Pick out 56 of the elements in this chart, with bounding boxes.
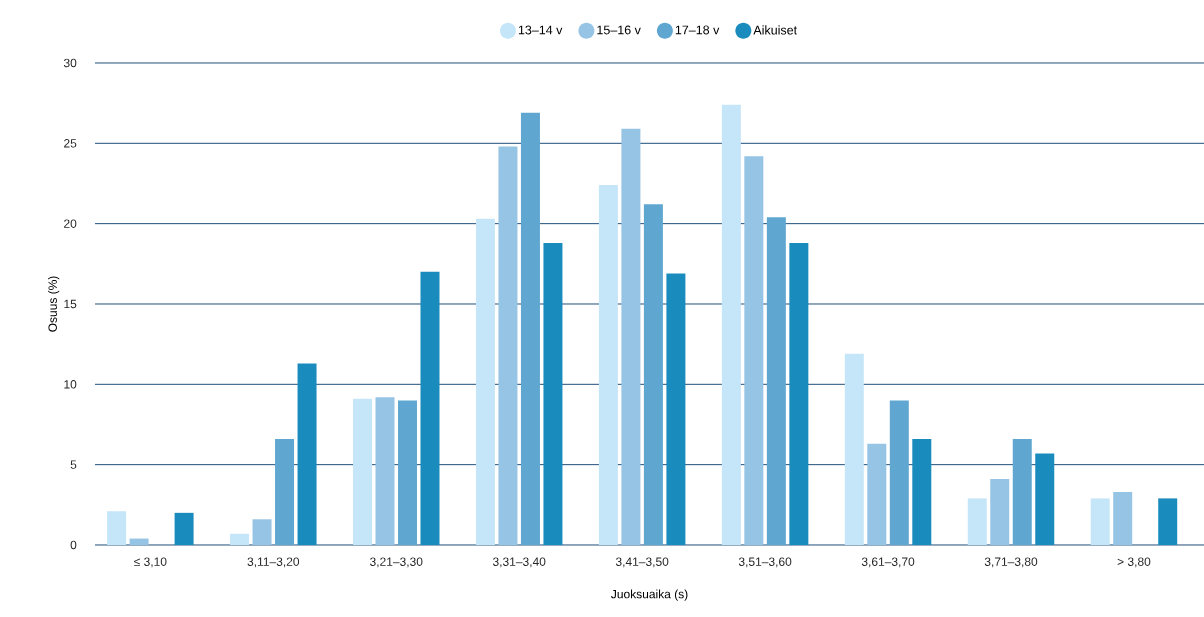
x-tick-label: 3,51–3,60: [738, 557, 792, 568]
bar: [252, 519, 272, 545]
bar: [621, 128, 641, 545]
x-tick-label: > 3,80: [1117, 557, 1151, 568]
bar: [520, 112, 540, 545]
x-tick-label: 3,71–3,80: [984, 557, 1038, 568]
bar: [889, 400, 909, 545]
y-tick-label: 25: [64, 139, 77, 148]
x-tick-label: 3,41–3,50: [615, 557, 669, 568]
bar: [275, 438, 295, 545]
bar: [598, 185, 618, 545]
bar: [990, 479, 1010, 545]
bar: [912, 438, 932, 545]
y-tick-label: 20: [64, 219, 77, 228]
y-tick-label: 10: [64, 380, 77, 389]
x-tick-label: 3,21–3,30: [370, 557, 423, 568]
bar: [297, 363, 317, 545]
y-tick-label: 0: [70, 540, 77, 550]
x-axis-title: Juoksuaika (s): [611, 589, 688, 601]
bar: [1158, 498, 1178, 545]
bar: [1113, 491, 1133, 545]
bar: [666, 273, 686, 545]
y-axis-title: Osuus (%): [48, 276, 60, 332]
y-tick-label: 15: [64, 299, 77, 309]
legend-label: Aikuiset: [753, 25, 797, 35]
x-tick-label: 3,31–3,40: [492, 557, 546, 568]
bar: [375, 397, 395, 545]
bar: [353, 398, 372, 545]
bar: [543, 242, 563, 545]
bar: [1012, 438, 1032, 545]
bar: [744, 156, 764, 545]
legend-label: 15–16 v: [597, 25, 641, 35]
bar: [107, 511, 127, 545]
x-tick-label: 3,61–3,70: [861, 557, 915, 568]
bar: [721, 104, 741, 545]
bar: [174, 512, 194, 545]
bar: [129, 538, 149, 545]
bar: [766, 217, 786, 545]
y-tick-label: 5: [70, 460, 77, 469]
y-tick-label: 30: [63, 58, 77, 68]
x-tick-label: ≤ 3,10: [134, 557, 167, 568]
legend-label: 13–14 v: [518, 25, 563, 35]
bar: [1035, 453, 1055, 545]
bar: [844, 353, 864, 545]
bar: [867, 443, 887, 545]
bar: [967, 498, 987, 545]
bar: [420, 271, 440, 545]
x-tick-label: 3,11–3,20: [247, 557, 300, 568]
bar: [789, 242, 809, 545]
bar: [230, 533, 250, 545]
legend-label: 17–18 v: [675, 25, 720, 35]
bar: [475, 218, 495, 545]
bar: [643, 204, 663, 545]
bar: [498, 146, 518, 545]
bar: [398, 400, 417, 545]
bar: [1090, 498, 1110, 545]
